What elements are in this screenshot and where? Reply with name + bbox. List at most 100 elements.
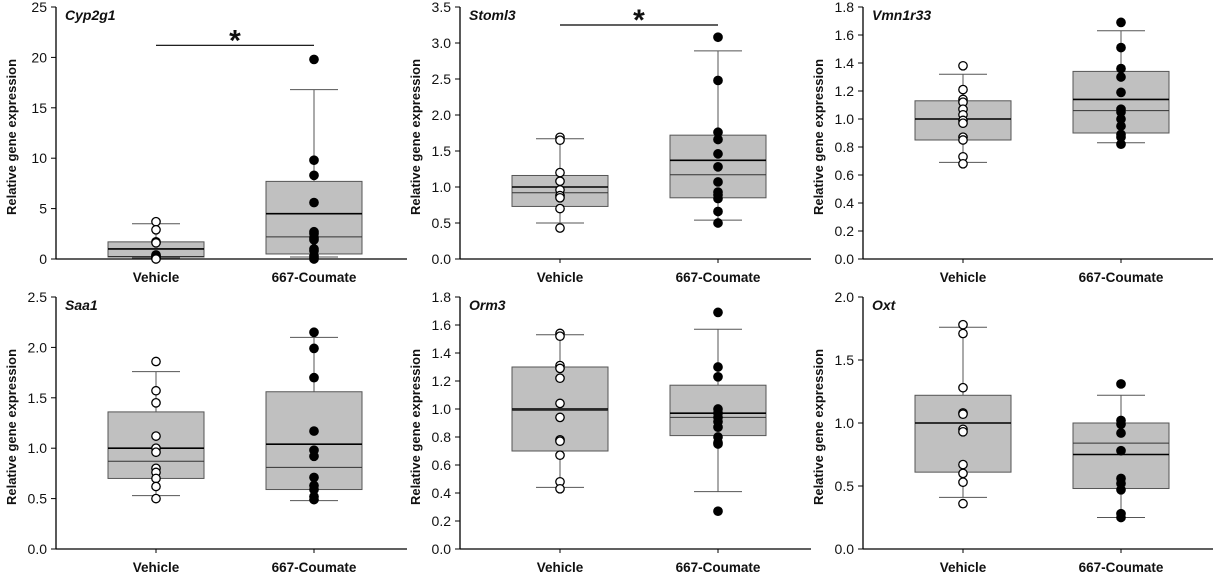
y-tick-label: 2.5 (28, 289, 48, 305)
data-point (1116, 72, 1126, 82)
data-point (1116, 428, 1126, 438)
x-category-label: 667-Coumate (272, 270, 357, 285)
data-point (1116, 419, 1126, 430)
panel-title: Cyp2g1 (65, 7, 116, 23)
y-axis-label: Relative gene expression (4, 59, 19, 215)
y-tick-label: 1.6 (835, 27, 855, 43)
data-point (958, 468, 968, 479)
box-667-coumate (265, 54, 363, 264)
data-point (309, 254, 319, 264)
chart-panel-cyp2g1: 0 5 10 15 20 25 Relative gene expression Cyp2g1… (4, 0, 407, 285)
y-axis-label: Relative gene expression (408, 349, 423, 505)
y-axis-label: Relative gene expression (811, 349, 826, 505)
data-point (555, 398, 565, 409)
data-point (555, 223, 565, 233)
data-point (309, 451, 319, 462)
x-category-label: 667-Coumate (272, 560, 357, 575)
data-point (713, 362, 723, 372)
y-axis-label: Relative gene expression (4, 349, 19, 505)
box-vehicle (511, 132, 609, 233)
y-tick-label: 0.6 (835, 167, 855, 183)
data-point (1116, 17, 1126, 28)
y-tick-label: 0.0 (28, 541, 48, 557)
box-667-coumate (1072, 17, 1170, 150)
data-point (555, 331, 565, 342)
data-point (958, 60, 968, 71)
data-point (151, 473, 161, 484)
data-point (713, 75, 723, 86)
x-category-label: Vehicle (133, 560, 180, 575)
data-point (713, 193, 723, 204)
y-tick-label: 20 (31, 49, 47, 65)
data-point (151, 224, 161, 235)
data-point (713, 206, 723, 217)
y-tick-label: 0.0 (835, 541, 855, 557)
y-tick-label: 1.4 (432, 345, 452, 361)
y-tick-label: 3.0 (432, 35, 452, 51)
y-tick-label: 0.0 (835, 251, 855, 267)
x-category-label: 667-Coumate (1079, 270, 1164, 285)
data-point (151, 493, 161, 504)
significance-asterisk: * (229, 24, 241, 57)
data-point (309, 343, 319, 354)
y-tick-label: 15 (31, 100, 47, 116)
data-point (958, 319, 968, 330)
y-tick-label: 0.0 (432, 251, 452, 267)
data-point (713, 422, 723, 433)
data-point (958, 426, 968, 437)
data-point (1116, 484, 1126, 495)
data-point (151, 385, 161, 396)
data-point (555, 412, 565, 423)
y-tick-label: 1.5 (432, 143, 452, 159)
data-point (555, 176, 565, 187)
panel-title: Orm3 (469, 297, 506, 313)
chart-panel-saa1: 0.0 0.5 1.0 1.5 2.0 2.5 Relative gene expressi… (4, 289, 407, 575)
data-point (958, 328, 968, 339)
data-point (713, 161, 723, 172)
data-point (958, 498, 968, 509)
data-point (555, 483, 565, 494)
box-vehicle (107, 216, 205, 264)
y-tick-label: 5 (39, 201, 47, 217)
data-point (309, 494, 319, 505)
data-point (309, 197, 319, 208)
y-tick-label: 10 (31, 150, 47, 166)
data-point (958, 409, 968, 420)
data-point (151, 397, 161, 408)
panel-title: Oxt (872, 297, 897, 313)
data-point (713, 32, 723, 43)
data-point (151, 216, 161, 227)
y-tick-label: 0.0 (432, 541, 452, 557)
y-tick-label: 1.0 (28, 440, 48, 456)
data-point (555, 363, 565, 374)
data-point (1116, 63, 1126, 74)
data-point (151, 356, 161, 367)
data-point (958, 459, 968, 470)
significance-asterisk: * (633, 4, 645, 37)
data-point (151, 431, 161, 441)
data-point (713, 307, 723, 318)
data-point (958, 382, 968, 393)
y-tick-label: 3.5 (432, 0, 452, 15)
data-point (713, 134, 723, 145)
data-point (713, 149, 723, 159)
data-point (309, 372, 319, 383)
y-tick-label: 1.4 (835, 55, 855, 71)
box-667-coumate (669, 32, 767, 228)
y-tick-label: 0.8 (835, 139, 855, 155)
data-point (151, 238, 161, 248)
panel-title: Stoml3 (469, 7, 516, 23)
data-point (958, 477, 968, 488)
y-tick-label: 0.2 (432, 513, 452, 529)
y-tick-label: 1.8 (835, 0, 855, 15)
data-point (1116, 139, 1126, 150)
panel-title: Saa1 (65, 297, 98, 313)
y-tick-label: 1.6 (432, 317, 452, 333)
y-tick-label: 1.5 (835, 352, 855, 368)
data-point (1116, 87, 1126, 98)
x-category-label: Vehicle (940, 560, 987, 575)
data-point (309, 234, 319, 245)
chart-panel-oxt: 0.0 0.5 1.0 1.5 2.0 Relative gene expression O… (811, 289, 1213, 575)
data-point (555, 135, 565, 146)
y-tick-label: 0.5 (432, 215, 452, 231)
